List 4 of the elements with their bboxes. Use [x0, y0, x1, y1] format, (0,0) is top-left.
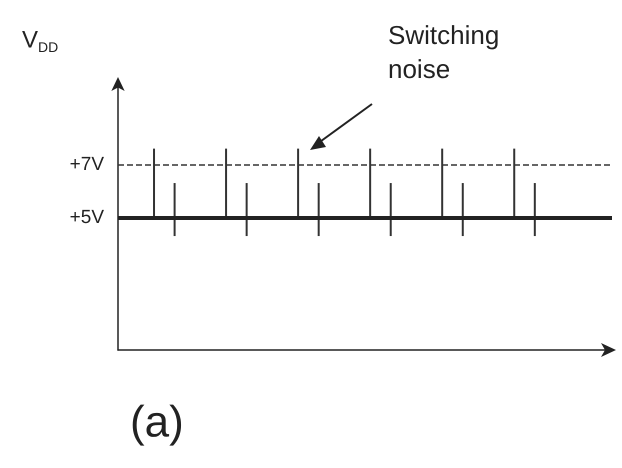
- y-tick-label: +7V: [70, 154, 104, 175]
- text: Switching noise: [388, 20, 506, 84]
- y-tick-label: +5V: [70, 207, 104, 228]
- text: (a): [130, 398, 184, 446]
